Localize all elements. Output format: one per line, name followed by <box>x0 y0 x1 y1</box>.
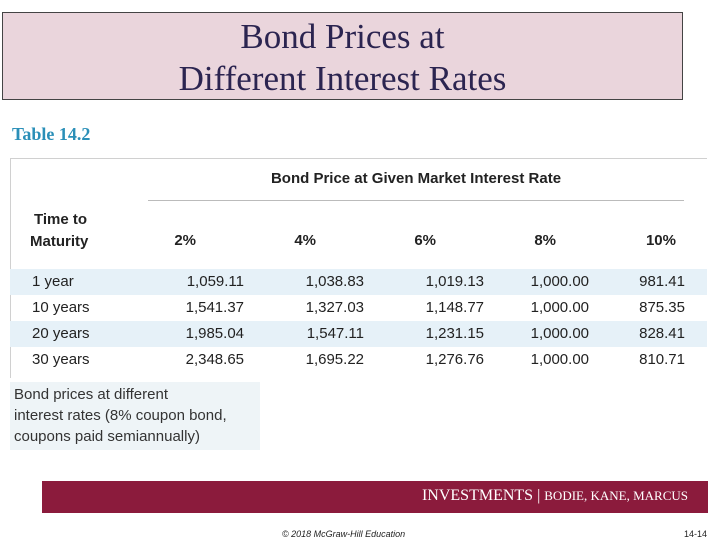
column-header-4pct: 4% <box>294 232 316 249</box>
table-group-rule <box>148 200 684 201</box>
footer-text: INVESTMENTS | BODIE, KANE, MARCUS <box>422 487 688 505</box>
table-cell: 1,038.83 <box>305 273 364 290</box>
table-row: 30 years 2,348.65 1,695.22 1,276.76 1,00… <box>10 347 707 373</box>
table-cell: 1,059.11 <box>186 273 244 290</box>
table-cell: 875.35 <box>639 299 685 316</box>
footer-authors: BODIE, KANE, MARCUS <box>544 488 688 503</box>
column-header-2pct: 2% <box>174 232 196 249</box>
row-header-line-2: Maturity <box>30 233 89 250</box>
row-label: 10 years <box>32 299 90 316</box>
slide-title-line-1: Bond Prices at <box>240 17 445 56</box>
table-cell: 828.41 <box>639 325 685 342</box>
table-cell: 1,327.03 <box>305 299 364 316</box>
table-caption: Bond prices at different interest rates … <box>10 382 260 450</box>
table-row: 10 years 1,541.37 1,327.03 1,148.77 1,00… <box>10 295 707 321</box>
table-group-header: Bond Price at Given Market Interest Rate <box>270 170 562 187</box>
table-row: 20 years 1,985.04 1,547.11 1,231.15 1,00… <box>10 321 707 347</box>
footer-separator: | <box>533 487 545 504</box>
row-header-line-1: Time to <box>34 211 88 228</box>
slide-title-line-2: Different Interest Rates <box>178 59 507 98</box>
page-number: 14-14 <box>684 529 708 539</box>
table-cell: 1,276.76 <box>425 351 484 368</box>
table-cell: 1,148.77 <box>425 299 484 316</box>
table-cell: 1,985.04 <box>185 325 244 342</box>
column-header-10pct: 10% <box>645 232 676 249</box>
slide-title-box: Bond Prices at Different Interest Rates <box>2 12 683 100</box>
table-frame <box>10 158 707 378</box>
table-cell: 1,000.00 <box>530 351 589 368</box>
footer-book-title: INVESTMENTS <box>421 487 534 504</box>
row-label: 20 years <box>32 325 90 342</box>
table-cell: 1,547.11 <box>306 325 364 342</box>
table-row: 1 year 1,059.11 1,038.83 1,019.13 1,000.… <box>10 269 707 295</box>
table-cell: 1,231.15 <box>425 325 484 342</box>
table-label: Table 14.2 <box>12 124 91 144</box>
caption-line-1: Bond prices at different <box>14 386 168 403</box>
table-cell: 1,000.00 <box>530 273 589 290</box>
column-header-6pct: 6% <box>414 232 436 249</box>
table-cell: 1,541.37 <box>185 299 244 316</box>
table-cell: 2,348.65 <box>185 351 244 368</box>
footer-bar: INVESTMENTS | BODIE, KANE, MARCUS <box>42 481 708 513</box>
column-header-8pct: 8% <box>534 232 556 249</box>
table-cell: 1,695.22 <box>305 351 364 368</box>
table-cell: 1,000.00 <box>530 325 589 342</box>
row-label: 30 years <box>32 351 90 368</box>
copyright-notice: © 2018 McGraw-Hill Education <box>282 529 406 539</box>
caption-line-2: interest rates (8% coupon bond, <box>14 407 227 424</box>
table-cell: 981.41 <box>639 273 685 290</box>
caption-line-3: coupons paid semiannually) <box>14 428 200 445</box>
table-cell: 810.71 <box>639 351 685 368</box>
row-label: 1 year <box>32 273 74 290</box>
table-cell: 1,019.13 <box>425 273 484 290</box>
table-cell: 1,000.00 <box>530 299 589 316</box>
